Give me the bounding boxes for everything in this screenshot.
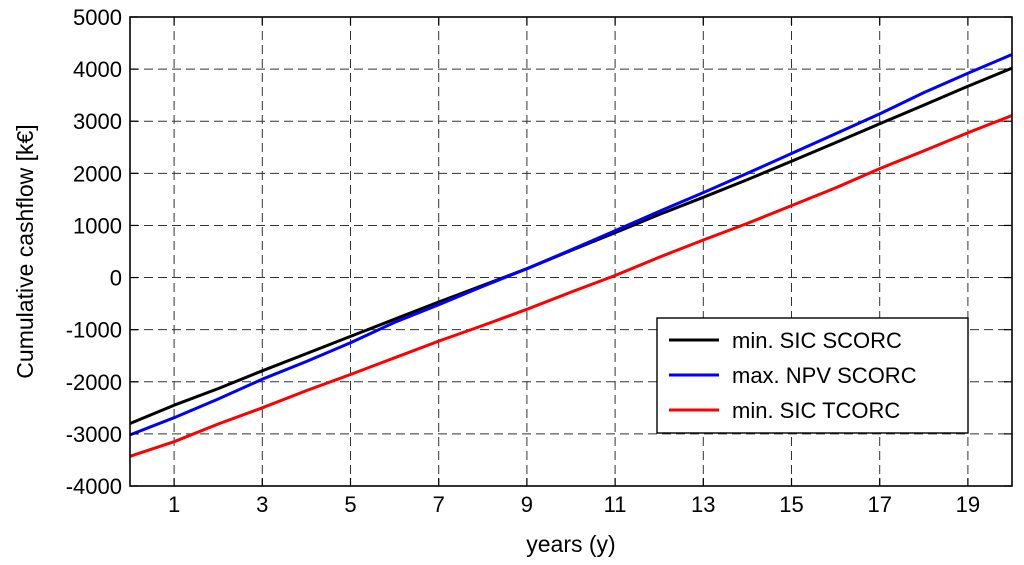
series-lines xyxy=(129,53,1013,458)
x-tick-label: 9 xyxy=(521,492,533,517)
y-tick-label: 2000 xyxy=(73,161,122,186)
series-line-min-sic-tcorc xyxy=(129,114,1013,458)
y-tick-label: 1000 xyxy=(73,213,122,238)
x-tick-labels: 1 3 5 7 9 11 13 15 17 19 xyxy=(168,492,980,517)
legend: min. SIC SCORC max. NPV SCORC min. SIC TCO… xyxy=(656,317,969,434)
y-tick-labels: -4000 -3000 -2000 -1000 0 1000 2000 3000 4000 500… xyxy=(66,5,122,499)
legend-label: max. NPV SCORC xyxy=(732,363,917,388)
y-tick-label: -2000 xyxy=(66,370,122,395)
x-tick-label: 3 xyxy=(256,492,268,517)
series-line-max-npv-scorc xyxy=(129,53,1013,437)
y-tick-label: -1000 xyxy=(66,318,122,343)
legend-label: min. SIC SCORC xyxy=(732,328,902,353)
y-tick-label: -3000 xyxy=(66,422,122,447)
x-tick-label: 17 xyxy=(867,492,891,517)
x-tick-label: 11 xyxy=(604,492,627,517)
x-tick-label: 13 xyxy=(691,492,715,517)
y-tick-label: 0 xyxy=(110,266,122,291)
axis-ticks xyxy=(130,16,1012,487)
x-tick-label: 1 xyxy=(168,492,180,517)
x-tick-label: 15 xyxy=(779,492,803,517)
y-tick-label: 4000 xyxy=(73,57,122,82)
y-axis-title: Cumulative cashflow [k€] xyxy=(12,124,38,378)
plot-frame xyxy=(129,16,1013,487)
legend-label: min. SIC TCORC xyxy=(732,398,900,423)
x-tick-label: 5 xyxy=(344,492,356,517)
y-tick-label: 5000 xyxy=(73,5,122,30)
y-tick-label: 3000 xyxy=(73,109,122,134)
y-tick-label: -4000 xyxy=(66,474,122,499)
x-tick-label: 7 xyxy=(433,492,445,517)
x-tick-label: 19 xyxy=(956,492,980,517)
x-axis-title: years (y) xyxy=(526,531,615,557)
